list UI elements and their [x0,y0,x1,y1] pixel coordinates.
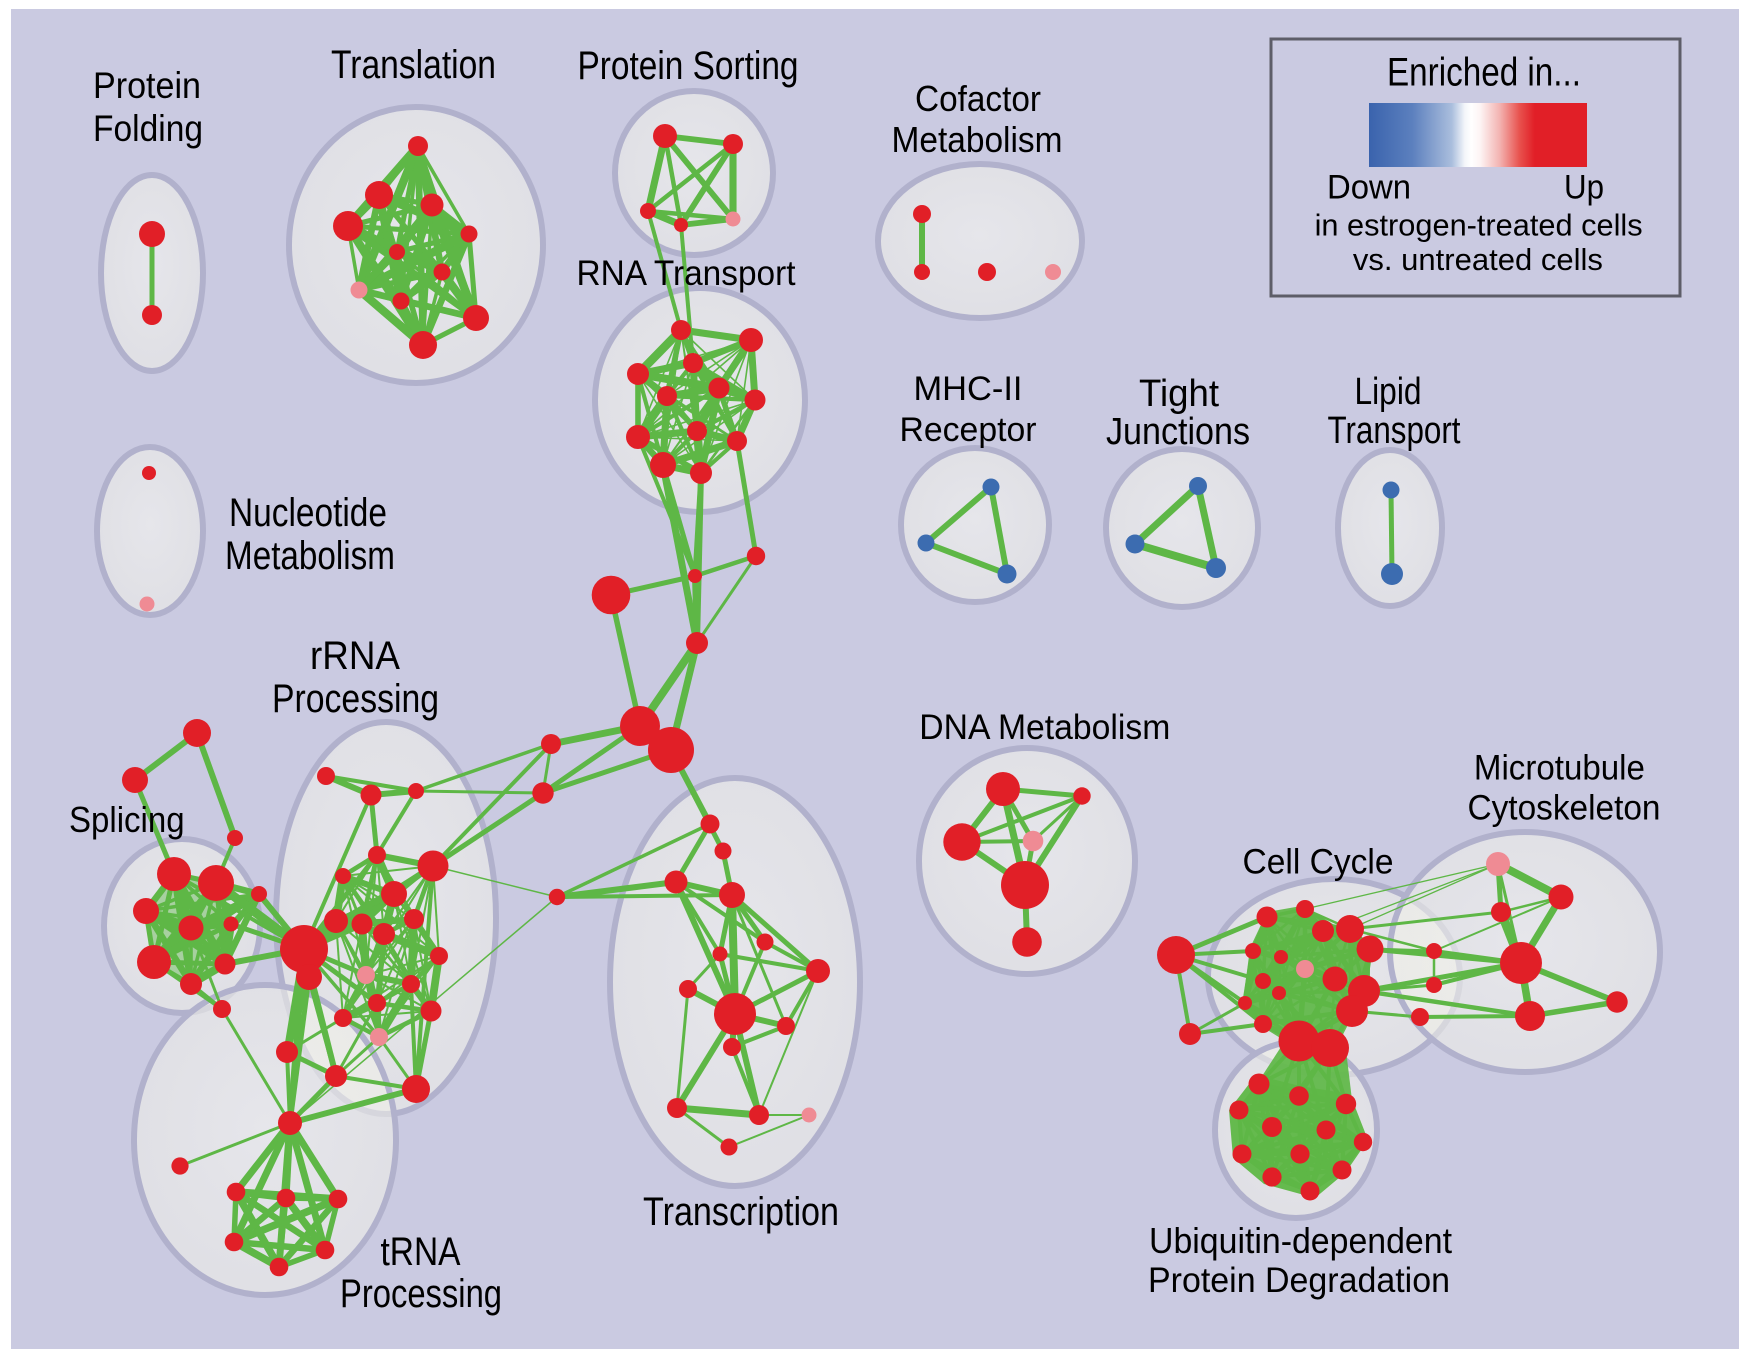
svg-text:Nucleotide: Nucleotide [229,491,387,535]
svg-text:Translation: Translation [331,43,496,87]
svg-text:Cell Cycle: Cell Cycle [1243,842,1394,882]
svg-text:Protein Degradation: Protein Degradation [1148,1261,1450,1300]
svg-text:Transport: Transport [1328,410,1461,452]
svg-text:rRNA: rRNA [310,634,400,678]
svg-text:Splicing: Splicing [69,799,185,840]
svg-text:Protein: Protein [93,65,201,106]
svg-text:in estrogen-treated cells: in estrogen-treated cells [1315,208,1643,243]
svg-text:Ubiquitin-dependent: Ubiquitin-dependent [1149,1220,1452,1261]
svg-text:Tight: Tight [1139,373,1219,415]
svg-text:Microtubule: Microtubule [1474,748,1645,787]
svg-text:Transcription: Transcription [643,1190,839,1234]
svg-text:Lipid: Lipid [1355,371,1422,413]
svg-text:Metabolism: Metabolism [225,534,395,578]
svg-text:Processing: Processing [272,677,439,721]
svg-text:Folding: Folding [93,108,203,149]
svg-text:Receptor: Receptor [900,411,1037,449]
svg-text:RNA Transport: RNA Transport [577,254,796,293]
svg-text:DNA Metabolism: DNA Metabolism [919,708,1170,747]
svg-text:Protein Sorting: Protein Sorting [578,44,799,88]
svg-text:Up: Up [1564,169,1604,207]
svg-text:MHC-II: MHC-II [914,370,1023,408]
svg-text:vs. untreated cells: vs. untreated cells [1353,242,1603,277]
svg-text:Junctions: Junctions [1106,411,1250,453]
svg-text:Down: Down [1327,169,1411,207]
svg-text:tRNA: tRNA [381,1230,461,1274]
svg-text:Metabolism: Metabolism [892,119,1063,160]
svg-text:Cytoskeleton: Cytoskeleton [1468,789,1661,828]
svg-text:Enriched in...: Enriched in... [1387,51,1581,95]
svg-text:Cofactor: Cofactor [915,78,1041,119]
svg-text:Processing: Processing [340,1272,502,1316]
